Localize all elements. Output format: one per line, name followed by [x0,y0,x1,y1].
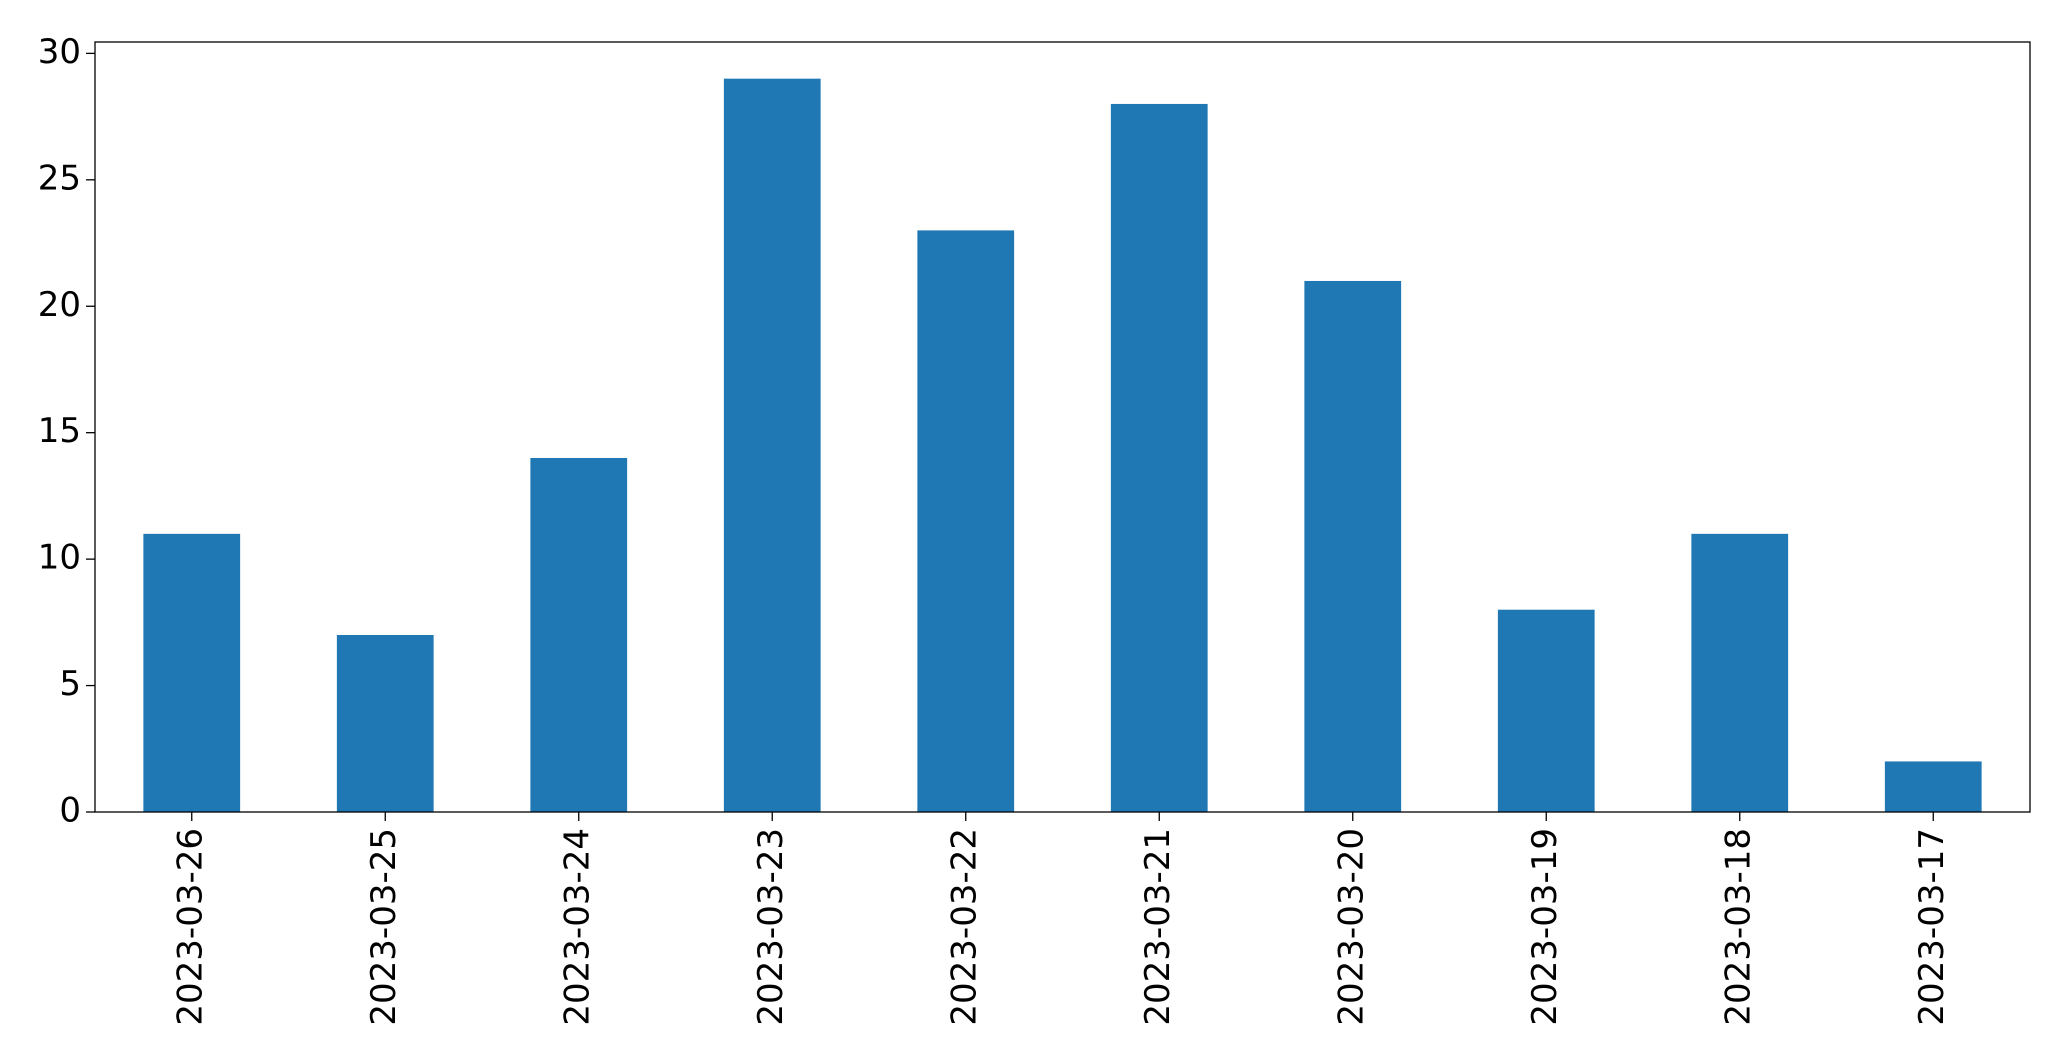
bar [723,78,821,812]
x-tick-label: 2023-03-24 [557,828,597,1026]
y-tick-label: 15 [38,411,81,451]
y-tick-label: 5 [59,664,81,704]
bar [1304,280,1402,812]
bar [143,533,241,812]
x-tick-label: 2023-03-23 [751,828,791,1026]
x-tick-label: 2023-03-17 [1912,828,1952,1026]
y-tick-label: 30 [38,32,81,72]
bar [917,230,1015,812]
y-tick-label: 10 [38,538,81,578]
plot-frame [94,41,2031,813]
y-tick-label: 25 [38,158,81,198]
x-tick-label: 2023-03-25 [364,828,404,1026]
x-tick-label: 2023-03-26 [170,828,210,1026]
x-tick-label: 2023-03-20 [1331,828,1371,1026]
x-tick-label: 2023-03-19 [1525,828,1565,1026]
bar [336,634,434,812]
bar [1110,103,1208,812]
x-tick-label: 2023-03-18 [1718,828,1758,1026]
y-tick-label: 20 [38,285,81,325]
x-tick-label: 2023-03-22 [944,828,984,1026]
y-tick-label: 0 [59,791,81,831]
bar [1884,761,1982,812]
bar [1691,533,1789,812]
x-tick-label: 2023-03-21 [1138,828,1178,1026]
bar [530,457,628,812]
bar [1497,609,1595,812]
